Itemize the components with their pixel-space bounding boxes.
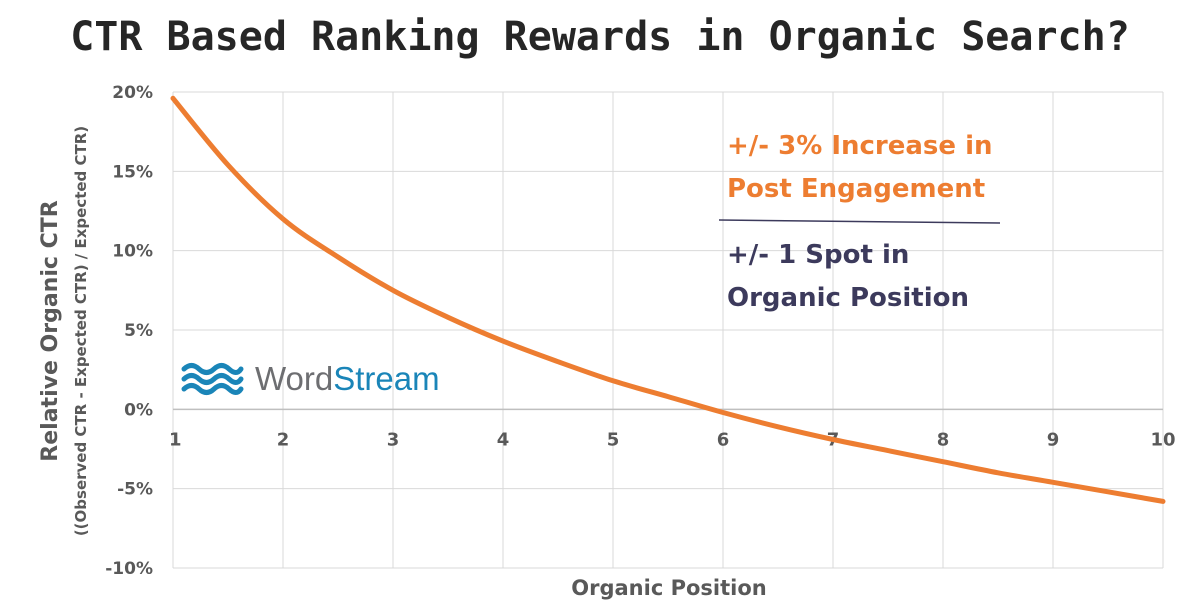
x-tick-label: 3 — [387, 429, 400, 450]
x-axis-label: Organic Position — [571, 576, 766, 600]
x-tick-label: 9 — [1047, 429, 1060, 450]
grid — [172, 91, 1164, 569]
x-tick-label: 2 — [277, 429, 290, 450]
waves-icon — [181, 363, 244, 395]
y-tick-label: 15% — [112, 162, 153, 182]
logo-word: Word — [255, 360, 333, 397]
series-line — [170, 95, 1166, 504]
y-tick-label: -10% — [105, 559, 153, 579]
y-axis-label: Relative Organic CTR — [38, 200, 63, 461]
annotation-position-line2: Organic Position — [727, 283, 969, 313]
wordstream-logo: WordStream — [181, 360, 440, 397]
annotation-engagement-line1: +/- 3% Increase in — [727, 131, 993, 161]
x-tick-label: 6 — [717, 429, 730, 450]
y-tick-label: -5% — [117, 480, 153, 500]
y-tick-label: 20% — [112, 83, 153, 103]
x-tick-label: 1 — [169, 429, 182, 450]
y-axis-ticks: 20% 15% 10% 5% 0% -5% -10% — [105, 83, 153, 579]
y-tick-label: 5% — [124, 321, 153, 341]
annotation-position-line1: +/- 1 Spot in — [727, 240, 909, 270]
x-tick-label: 5 — [607, 429, 620, 450]
logo-stream: Stream — [333, 360, 439, 397]
y-axis-sublabel: ((Observed CTR - Expected CTR) / Expecte… — [72, 126, 90, 536]
series-layer — [170, 95, 1166, 504]
x-tick-label: 8 — [937, 429, 950, 450]
annotation-divider — [718, 219, 1001, 224]
x-axis-ticks: 1 2 3 4 5 6 7 8 9 10 — [169, 429, 1176, 450]
svg-text:WordStream: WordStream — [255, 360, 440, 397]
x-tick-label: 10 — [1150, 429, 1175, 450]
x-tick-label: 4 — [497, 429, 510, 450]
chart-title: CTR Based Ranking Rewards in Organic Sea… — [70, 14, 1130, 60]
y-tick-label: 10% — [112, 242, 153, 262]
annotation-engagement-line2: Post Engagement — [727, 174, 985, 204]
y-tick-label: 0% — [124, 400, 153, 420]
